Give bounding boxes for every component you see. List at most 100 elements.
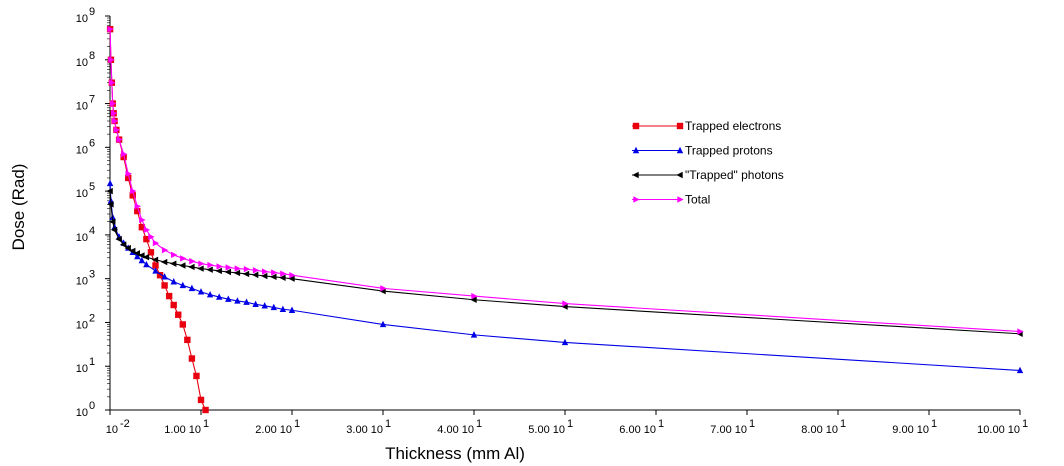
x-tick-exponent: 1: [385, 418, 391, 430]
data-point: [251, 271, 259, 279]
y-tick-exponent: 5: [89, 181, 95, 193]
data-point: [561, 338, 569, 346]
data-point: [124, 244, 131, 252]
series-line: [109, 29, 207, 411]
data-point: [288, 275, 295, 282]
data-point: [243, 265, 251, 273]
y-tick-label: 10: [76, 101, 88, 113]
data-point: [288, 306, 296, 313]
data-point: [470, 331, 478, 338]
data-point: [280, 270, 287, 277]
data-point: [113, 126, 121, 134]
legend-item: "Trapped" photons: [632, 168, 784, 182]
data-point: [225, 295, 232, 302]
data-point: [279, 274, 286, 281]
data-point: [143, 235, 150, 243]
data-point: [110, 226, 118, 234]
data-point: [188, 284, 196, 292]
series-total: [107, 25, 1024, 335]
data-point: [143, 260, 150, 268]
legend-label: Trapped protons: [685, 144, 773, 158]
data-point: [179, 281, 186, 289]
series-line: [109, 191, 1021, 335]
data-point: [252, 300, 259, 307]
data-point: [252, 267, 260, 274]
data-point: [197, 265, 204, 272]
data-point: [289, 272, 296, 279]
y-tick-label: 10: [76, 407, 88, 419]
legend-item: Trapped protons: [632, 144, 773, 158]
legend-marker: [677, 196, 684, 203]
data-point: [120, 150, 128, 158]
data-point: [134, 252, 141, 260]
legend-item: Trapped electrons: [632, 119, 781, 133]
y-tick-label: 10: [76, 57, 88, 69]
data-point: [243, 298, 250, 305]
data-point: [161, 273, 168, 280]
x-tick-exponent: 1: [294, 418, 300, 430]
data-point: [1017, 328, 1024, 335]
data-point: [138, 223, 146, 231]
y-tick-label: 10: [76, 13, 88, 25]
data-point: [261, 302, 268, 309]
legend-marker: [676, 171, 683, 179]
y-tick-label: 10: [76, 144, 88, 156]
series-layer: [106, 25, 1024, 414]
data-point: [152, 267, 159, 274]
data-point: [139, 216, 146, 224]
data-point: [207, 261, 214, 269]
y-tick-exponent: 8: [89, 50, 95, 62]
data-point: [116, 136, 123, 143]
y-tick-exponent: 9: [89, 6, 95, 18]
data-point: [470, 296, 477, 303]
x-tick-exponent: 1: [567, 418, 573, 430]
x-tick-label: 5.00 10: [528, 424, 565, 436]
data-point: [161, 282, 168, 289]
x-tick-exponent: 1: [931, 418, 937, 430]
x-tick-label: 10: [106, 424, 118, 436]
data-point: [188, 355, 196, 362]
data-point: [561, 303, 568, 310]
legend-marker: [633, 196, 640, 203]
data-point: [170, 301, 177, 309]
data-point: [156, 272, 164, 279]
y-tick-exponent: 2: [89, 312, 95, 324]
y-tick-exponent: 7: [89, 94, 95, 106]
y-tick-exponent: 3: [89, 269, 95, 281]
legend-marker: [632, 122, 640, 130]
data-point: [234, 265, 242, 272]
data-point: [109, 218, 116, 225]
data-point: [380, 285, 387, 292]
series-trapped-protons: [106, 179, 1024, 374]
data-point: [179, 321, 186, 328]
y-tick-exponent: 4: [89, 225, 95, 237]
data-point: [216, 263, 223, 270]
data-point: [147, 249, 155, 256]
data-point: [109, 79, 116, 86]
data-point: [129, 247, 136, 255]
data-point: [106, 187, 113, 195]
data-point: [206, 266, 213, 273]
y-tick-label: 10: [76, 188, 88, 200]
x-tick-label: 6.00 10: [619, 424, 656, 436]
data-point: [165, 292, 173, 300]
legend-label: "Trapped" photons: [685, 168, 784, 182]
data-point: [138, 256, 146, 264]
data-point: [471, 292, 478, 300]
data-point: [206, 291, 214, 298]
series-trapped-electrons: [106, 25, 209, 414]
x-tick-exponent: 1: [203, 418, 209, 430]
data-point: [234, 297, 241, 304]
data-point: [107, 25, 114, 33]
data-point: [151, 256, 159, 263]
data-point: [216, 293, 223, 300]
x-tick-exponent: -2: [120, 418, 130, 430]
data-point: [110, 110, 118, 117]
data-point: [125, 170, 132, 177]
y-axis-title: Dose (Rad): [9, 164, 28, 251]
data-point: [262, 268, 269, 275]
data-point: [129, 192, 136, 199]
x-axis-title: Thickness (mm Al): [385, 444, 525, 463]
x-tick-exponent: 1: [840, 418, 846, 430]
data-point: [233, 269, 241, 277]
